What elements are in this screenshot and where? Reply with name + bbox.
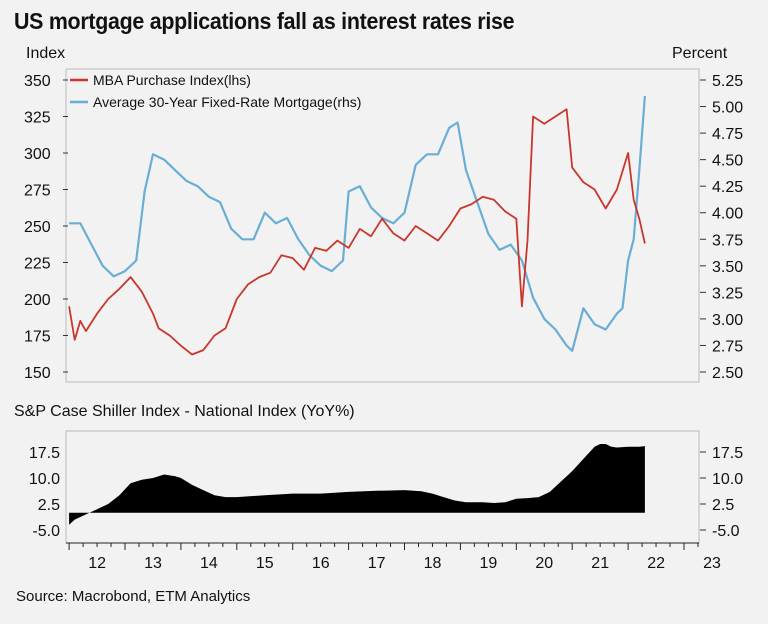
left-axis-label: Index [26,45,65,62]
legend: MBA Purchase Index(lhs) Average 30-Year … [70,72,361,110]
chart-title: US mortgage applications fall as interes… [14,8,515,34]
x-tick-label: 16 [312,555,330,572]
left-tick-label: 200 [24,292,51,309]
right-tick-label: 3.75 [712,232,743,249]
x-tick-label: 14 [200,555,218,572]
right-tick-label: 4.75 [712,126,743,143]
right-tick-label: 5.00 [712,100,743,117]
right-tick-label: 3.25 [712,285,743,302]
x-tick-label: 12 [88,555,106,572]
right-tick-label: 5.25 [712,73,743,90]
right-tick-label: 4.25 [712,179,743,196]
x-tick-label: 17 [368,555,386,572]
left-tick-label: 325 [24,110,51,127]
case-shiller-title: S&P Case Shiller Index - National Index … [14,403,355,420]
source-note: Source: Macrobond, ETM Analytics [16,588,251,605]
left-tick-label: 250 [24,219,51,236]
left-tick-label: 225 [24,256,51,273]
right-tick-label: 3.50 [712,259,743,276]
bottom-right-tick-labels: 17.5 10.0 2.5 -5.0 [700,445,743,540]
mba-purchase-index-line [68,108,646,356]
bottom-left-tick-labels: 17.5 10.0 2.5 -5.0 [29,445,60,540]
top-panel: Index Percent 350 325 300 275 250 225 200 175 15… [24,45,743,383]
cs-left-tick-label: 17.5 [29,445,60,462]
right-tick-label: 4.50 [712,153,743,170]
right-tick-label: 2.50 [712,365,743,382]
legend-mba-label: MBA Purchase Index(lhs) [93,72,251,88]
right-tick-label: 3.00 [712,312,743,329]
x-tick-label: 21 [591,555,609,572]
cs-right-tick-label: 10.0 [712,471,743,488]
left-tick-label: 300 [24,146,51,163]
x-tick-label: 19 [480,555,498,572]
cs-right-tick-label: 17.5 [712,445,743,462]
left-tick-label: 150 [24,365,51,382]
cs-right-tick-label: -5.0 [712,523,740,540]
left-tick-label: 275 [24,183,51,200]
cs-right-tick-label: 2.5 [712,497,734,514]
legend-mortgage-label: Average 30-Year Fixed-Rate Mortgage(rhs) [93,94,361,110]
right-tick-label: 2.75 [712,338,743,355]
top-right-tick-labels: 5.25 5.00 4.75 4.50 4.25 4.00 3.75 3.50 3.25 3.00… [700,73,743,382]
mortgage-rate-line [69,95,646,352]
x-tick-label: 18 [424,555,442,572]
top-plot-frame [65,68,700,383]
x-tick-label: 15 [256,555,274,572]
case-shiller-area [69,444,645,525]
top-left-tick-labels: 350 325 300 275 250 225 200 175 150 [24,73,68,382]
x-axis-ticks: 12 13 14 15 16 17 18 19 20 21 22 23 [68,543,721,572]
right-tick-label: 4.00 [712,206,743,223]
x-tick-label: 23 [703,555,721,572]
left-tick-label: 350 [24,73,51,90]
cs-left-tick-label: 2.5 [38,497,60,514]
x-tick-label: 13 [144,555,162,572]
left-tick-label: 175 [24,329,51,346]
right-axis-label: Percent [672,45,728,62]
bottom-panel: S&P Case Shiller Index - National Index … [14,403,743,572]
cs-left-tick-label: 10.0 [29,471,60,488]
cs-left-tick-label: -5.0 [32,523,60,540]
x-tick-label: 22 [647,555,665,572]
x-tick-label: 20 [535,555,553,572]
